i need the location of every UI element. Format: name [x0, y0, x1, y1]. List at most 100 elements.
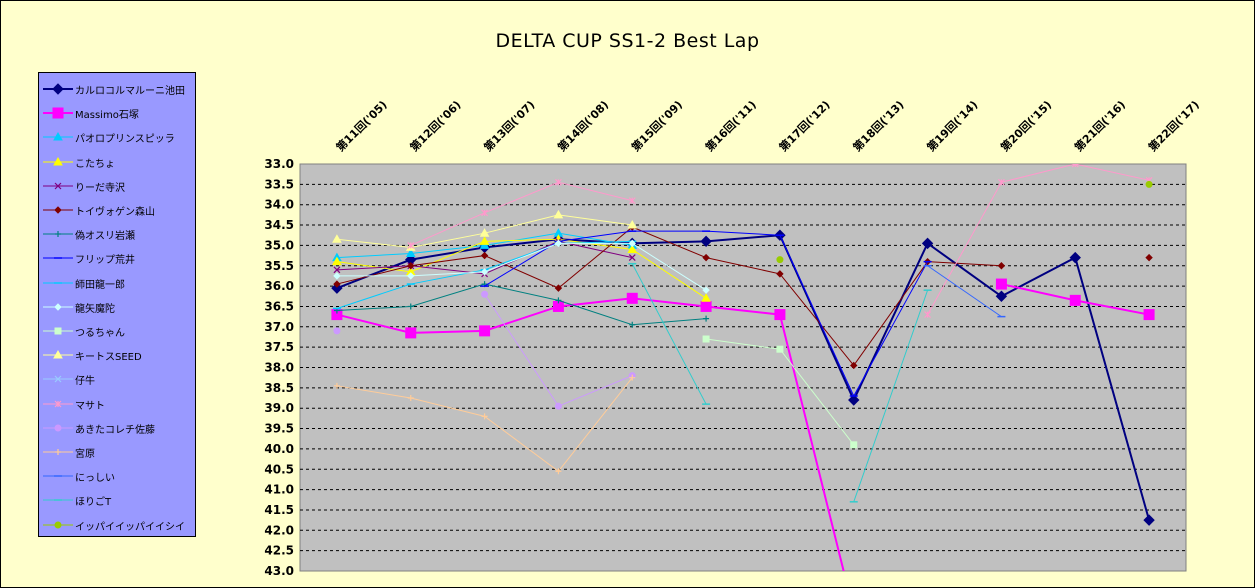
legend: カルロコルマルーニ池田 Massimo石塚 パオロプリンスピッラ こたちょ りーだ寺沢ト…	[38, 72, 196, 537]
y-tick-label: 38.5	[264, 381, 294, 395]
data-point	[700, 300, 712, 312]
data-point	[407, 262, 415, 270]
y-tick-label: 35.5	[264, 259, 294, 273]
series-line	[336, 242, 707, 291]
legend-item: マサト	[39, 392, 195, 416]
x-tick-label: 第14回('08)	[555, 98, 612, 155]
x-tick-label: 第12回('06)	[407, 98, 464, 155]
series-layer	[331, 164, 1155, 571]
legend-item: 仔牛	[39, 367, 195, 391]
legend-item: ほりごT	[39, 488, 195, 512]
legend-item: 龍矢魔陀	[39, 295, 195, 319]
x-tick-label: 第16回('11)	[702, 98, 759, 155]
y-tick-label: 40.0	[264, 442, 294, 456]
legend-label: にっしい	[75, 473, 115, 485]
y-tick-label: 38.0	[264, 361, 294, 375]
y-tick-label: 36.0	[264, 279, 294, 293]
data-point	[554, 239, 563, 248]
data-point	[850, 441, 858, 449]
data-point	[629, 374, 636, 381]
legend-swatch	[43, 132, 73, 141]
data-point	[702, 286, 710, 294]
data-point	[627, 244, 638, 253]
x-tick-label: 第22回('17)	[1145, 98, 1202, 155]
y-tick-label: 37.5	[264, 340, 294, 354]
data-point	[555, 468, 562, 475]
legend-swatch	[43, 521, 73, 529]
y-tick-label: 36.5	[264, 299, 294, 313]
data-point	[627, 220, 638, 229]
x-tick-label: 第19回('14)	[924, 98, 981, 155]
data-point	[54, 521, 62, 529]
legend-label: 偽オスリ岩瀬	[75, 231, 135, 243]
legend-label: ほりごT	[75, 497, 112, 509]
y-tick-label: 35.0	[264, 238, 294, 252]
data-point	[480, 268, 489, 276]
legend-item: あきたコレチ佐藤	[39, 416, 195, 440]
data-point	[921, 237, 934, 250]
legend-swatch	[43, 499, 73, 502]
legend-swatch	[43, 303, 73, 311]
data-point	[555, 297, 562, 304]
legend-label: 宮原	[75, 449, 95, 460]
legend-swatch	[43, 231, 73, 238]
y-tick-label: 33.5	[264, 177, 294, 191]
data-point	[55, 449, 61, 455]
data-point	[701, 293, 711, 302]
data-point	[407, 395, 414, 402]
data-point	[407, 272, 415, 280]
data-point	[54, 206, 62, 214]
legend-label: フリップ荒井	[75, 255, 135, 267]
y-tick-label: 34.5	[264, 218, 294, 232]
series-line	[927, 164, 1150, 315]
data-point	[554, 402, 562, 410]
data-point	[480, 251, 489, 260]
legend-label: こたちょ	[75, 158, 115, 170]
y-tick-label: 42.0	[264, 523, 294, 537]
legend-label: キートスSEED	[75, 352, 142, 364]
data-point	[702, 253, 710, 262]
series-1	[331, 229, 1155, 526]
y-tick-label: 41.0	[264, 483, 294, 497]
data-point	[53, 350, 63, 359]
legend-swatch	[43, 107, 73, 119]
data-point	[628, 197, 636, 205]
legend-swatch	[43, 182, 73, 190]
legend-swatch	[43, 327, 73, 335]
data-point	[995, 290, 1008, 302]
legend-swatch	[43, 83, 73, 95]
legend-item: パオロプリンスピッラ	[39, 125, 195, 149]
data-point	[1145, 253, 1153, 262]
data-point	[331, 282, 343, 294]
x-tick-label: 第20回('15)	[998, 98, 1055, 155]
legend-label: マサト	[75, 400, 105, 412]
chart-title: DELTA CUP SS1-2 Best Lap	[495, 30, 760, 52]
data-point	[628, 239, 636, 248]
data-point	[53, 132, 63, 141]
data-point	[53, 156, 63, 166]
legend-item: トイヴォゲン森山	[39, 198, 195, 222]
legend-label: Massimo石塚	[75, 110, 139, 122]
series-4	[332, 234, 711, 302]
data-point	[333, 382, 340, 389]
data-point	[52, 83, 64, 95]
legend-swatch	[43, 424, 73, 432]
data-point	[1069, 251, 1081, 264]
data-point	[481, 209, 489, 217]
data-point	[554, 284, 563, 292]
series-6	[333, 223, 1153, 370]
data-point	[55, 231, 61, 238]
series-16	[333, 374, 636, 475]
data-point	[332, 256, 342, 266]
y-tick-label: 37.0	[264, 320, 294, 334]
legend-label: つるちゃん	[75, 328, 125, 339]
data-point	[481, 290, 489, 298]
y-tick-label: 34.0	[264, 198, 294, 212]
series-line	[853, 290, 929, 502]
data-point	[54, 182, 62, 190]
data-point	[333, 327, 341, 335]
data-point	[405, 327, 417, 339]
data-point	[997, 178, 1005, 186]
data-point	[1145, 180, 1153, 188]
data-point	[54, 303, 62, 311]
